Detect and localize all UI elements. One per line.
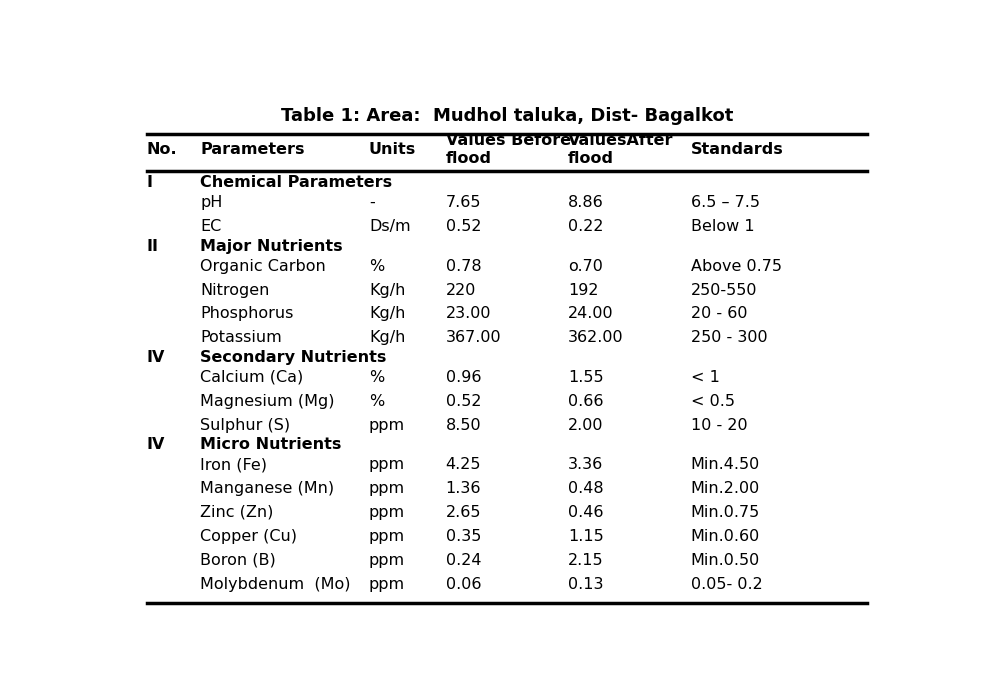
Text: Min.0.50: Min.0.50 xyxy=(690,553,761,568)
Text: 0.22: 0.22 xyxy=(568,219,603,234)
Text: -: - xyxy=(369,195,375,210)
Text: 1.55: 1.55 xyxy=(568,370,604,385)
Text: 3.36: 3.36 xyxy=(568,457,603,472)
Text: 0.66: 0.66 xyxy=(568,394,603,409)
Text: No.: No. xyxy=(146,142,177,157)
Text: Standards: Standards xyxy=(690,142,783,157)
Text: EC: EC xyxy=(200,219,222,234)
Text: Copper (Cu): Copper (Cu) xyxy=(200,529,298,544)
Text: 0.78: 0.78 xyxy=(445,259,482,273)
Text: Potassium: Potassium xyxy=(200,330,282,345)
Text: 8.50: 8.50 xyxy=(445,418,482,432)
Text: 192: 192 xyxy=(568,282,598,298)
Text: Min.0.75: Min.0.75 xyxy=(690,505,761,520)
Text: 0.06: 0.06 xyxy=(445,576,481,592)
Text: Parameters: Parameters xyxy=(200,142,305,157)
Text: Min.2.00: Min.2.00 xyxy=(690,481,761,496)
Text: Magnesium (Mg): Magnesium (Mg) xyxy=(200,394,334,409)
Text: 0.05- 0.2: 0.05- 0.2 xyxy=(690,576,763,592)
Text: ppm: ppm xyxy=(369,457,405,472)
Text: Phosphorus: Phosphorus xyxy=(200,307,294,322)
Text: 10 - 20: 10 - 20 xyxy=(690,418,748,432)
Text: 220: 220 xyxy=(445,282,476,298)
Text: 2.15: 2.15 xyxy=(568,553,604,568)
Text: ppm: ppm xyxy=(369,576,405,592)
Text: < 1: < 1 xyxy=(690,370,720,385)
Text: 4.25: 4.25 xyxy=(445,457,481,472)
Text: Nitrogen: Nitrogen xyxy=(200,282,270,298)
Text: Micro Nutrients: Micro Nutrients xyxy=(200,437,341,453)
Text: 20 - 60: 20 - 60 xyxy=(690,307,748,322)
Text: Iron (Fe): Iron (Fe) xyxy=(200,457,267,472)
Text: I: I xyxy=(146,176,152,190)
Text: 2.00: 2.00 xyxy=(568,418,603,432)
Text: 1.36: 1.36 xyxy=(445,481,481,496)
Text: ppm: ppm xyxy=(369,529,405,544)
Text: Secondary Nutrients: Secondary Nutrients xyxy=(200,350,387,365)
Text: Min.0.60: Min.0.60 xyxy=(690,529,761,544)
Text: 1.15: 1.15 xyxy=(568,529,604,544)
Text: Units: Units xyxy=(369,142,416,157)
Text: pH: pH xyxy=(200,195,223,210)
Text: Kg/h: Kg/h xyxy=(369,307,405,322)
Text: 7.65: 7.65 xyxy=(445,195,481,210)
Text: 0.52: 0.52 xyxy=(445,394,481,409)
Text: Values Before
flood: Values Before flood xyxy=(445,134,571,166)
Text: Zinc (Zn): Zinc (Zn) xyxy=(200,505,274,520)
Text: Organic Carbon: Organic Carbon xyxy=(200,259,326,273)
Text: 362.00: 362.00 xyxy=(568,330,624,345)
Text: 0.24: 0.24 xyxy=(445,553,481,568)
Text: Above 0.75: Above 0.75 xyxy=(690,259,782,273)
Text: 367.00: 367.00 xyxy=(445,330,501,345)
Text: Sulphur (S): Sulphur (S) xyxy=(200,418,291,432)
Text: II: II xyxy=(146,239,158,254)
Text: Ds/m: Ds/m xyxy=(369,219,410,234)
Text: Chemical Parameters: Chemical Parameters xyxy=(200,176,393,190)
Text: 0.52: 0.52 xyxy=(445,219,481,234)
Text: ppm: ppm xyxy=(369,481,405,496)
Text: 8.86: 8.86 xyxy=(568,195,604,210)
Text: Major Nutrients: Major Nutrients xyxy=(200,239,343,254)
Text: 24.00: 24.00 xyxy=(568,307,614,322)
Text: Boron (B): Boron (B) xyxy=(200,553,276,568)
Text: ppm: ppm xyxy=(369,553,405,568)
Text: 0.48: 0.48 xyxy=(568,481,604,496)
Text: < 0.5: < 0.5 xyxy=(690,394,735,409)
Text: ValuesAfter
flood: ValuesAfter flood xyxy=(568,134,674,166)
Text: 2.65: 2.65 xyxy=(445,505,481,520)
Text: %: % xyxy=(369,394,384,409)
Text: 0.96: 0.96 xyxy=(445,370,481,385)
Text: 0.46: 0.46 xyxy=(568,505,603,520)
Text: 0.35: 0.35 xyxy=(445,529,481,544)
Text: Kg/h: Kg/h xyxy=(369,282,405,298)
Text: IV: IV xyxy=(146,437,165,453)
Text: Min.4.50: Min.4.50 xyxy=(690,457,761,472)
Text: ppm: ppm xyxy=(369,418,405,432)
Text: Calcium (Ca): Calcium (Ca) xyxy=(200,370,304,385)
Text: %: % xyxy=(369,259,384,273)
Text: 250 - 300: 250 - 300 xyxy=(690,330,767,345)
Text: Kg/h: Kg/h xyxy=(369,330,405,345)
Text: Below 1: Below 1 xyxy=(690,219,755,234)
Text: 250-550: 250-550 xyxy=(690,282,758,298)
Text: Table 1: Area:  Mudhol taluka, Dist- Bagalkot: Table 1: Area: Mudhol taluka, Dist- Baga… xyxy=(281,107,733,125)
Text: 6.5 – 7.5: 6.5 – 7.5 xyxy=(690,195,760,210)
Text: 23.00: 23.00 xyxy=(445,307,492,322)
Text: ppm: ppm xyxy=(369,505,405,520)
Text: %: % xyxy=(369,370,384,385)
Text: IV: IV xyxy=(146,350,165,365)
Text: Manganese (Mn): Manganese (Mn) xyxy=(200,481,334,496)
Text: o.70: o.70 xyxy=(568,259,603,273)
Text: 0.13: 0.13 xyxy=(568,576,603,592)
Text: Molybdenum  (Mo): Molybdenum (Mo) xyxy=(200,576,351,592)
